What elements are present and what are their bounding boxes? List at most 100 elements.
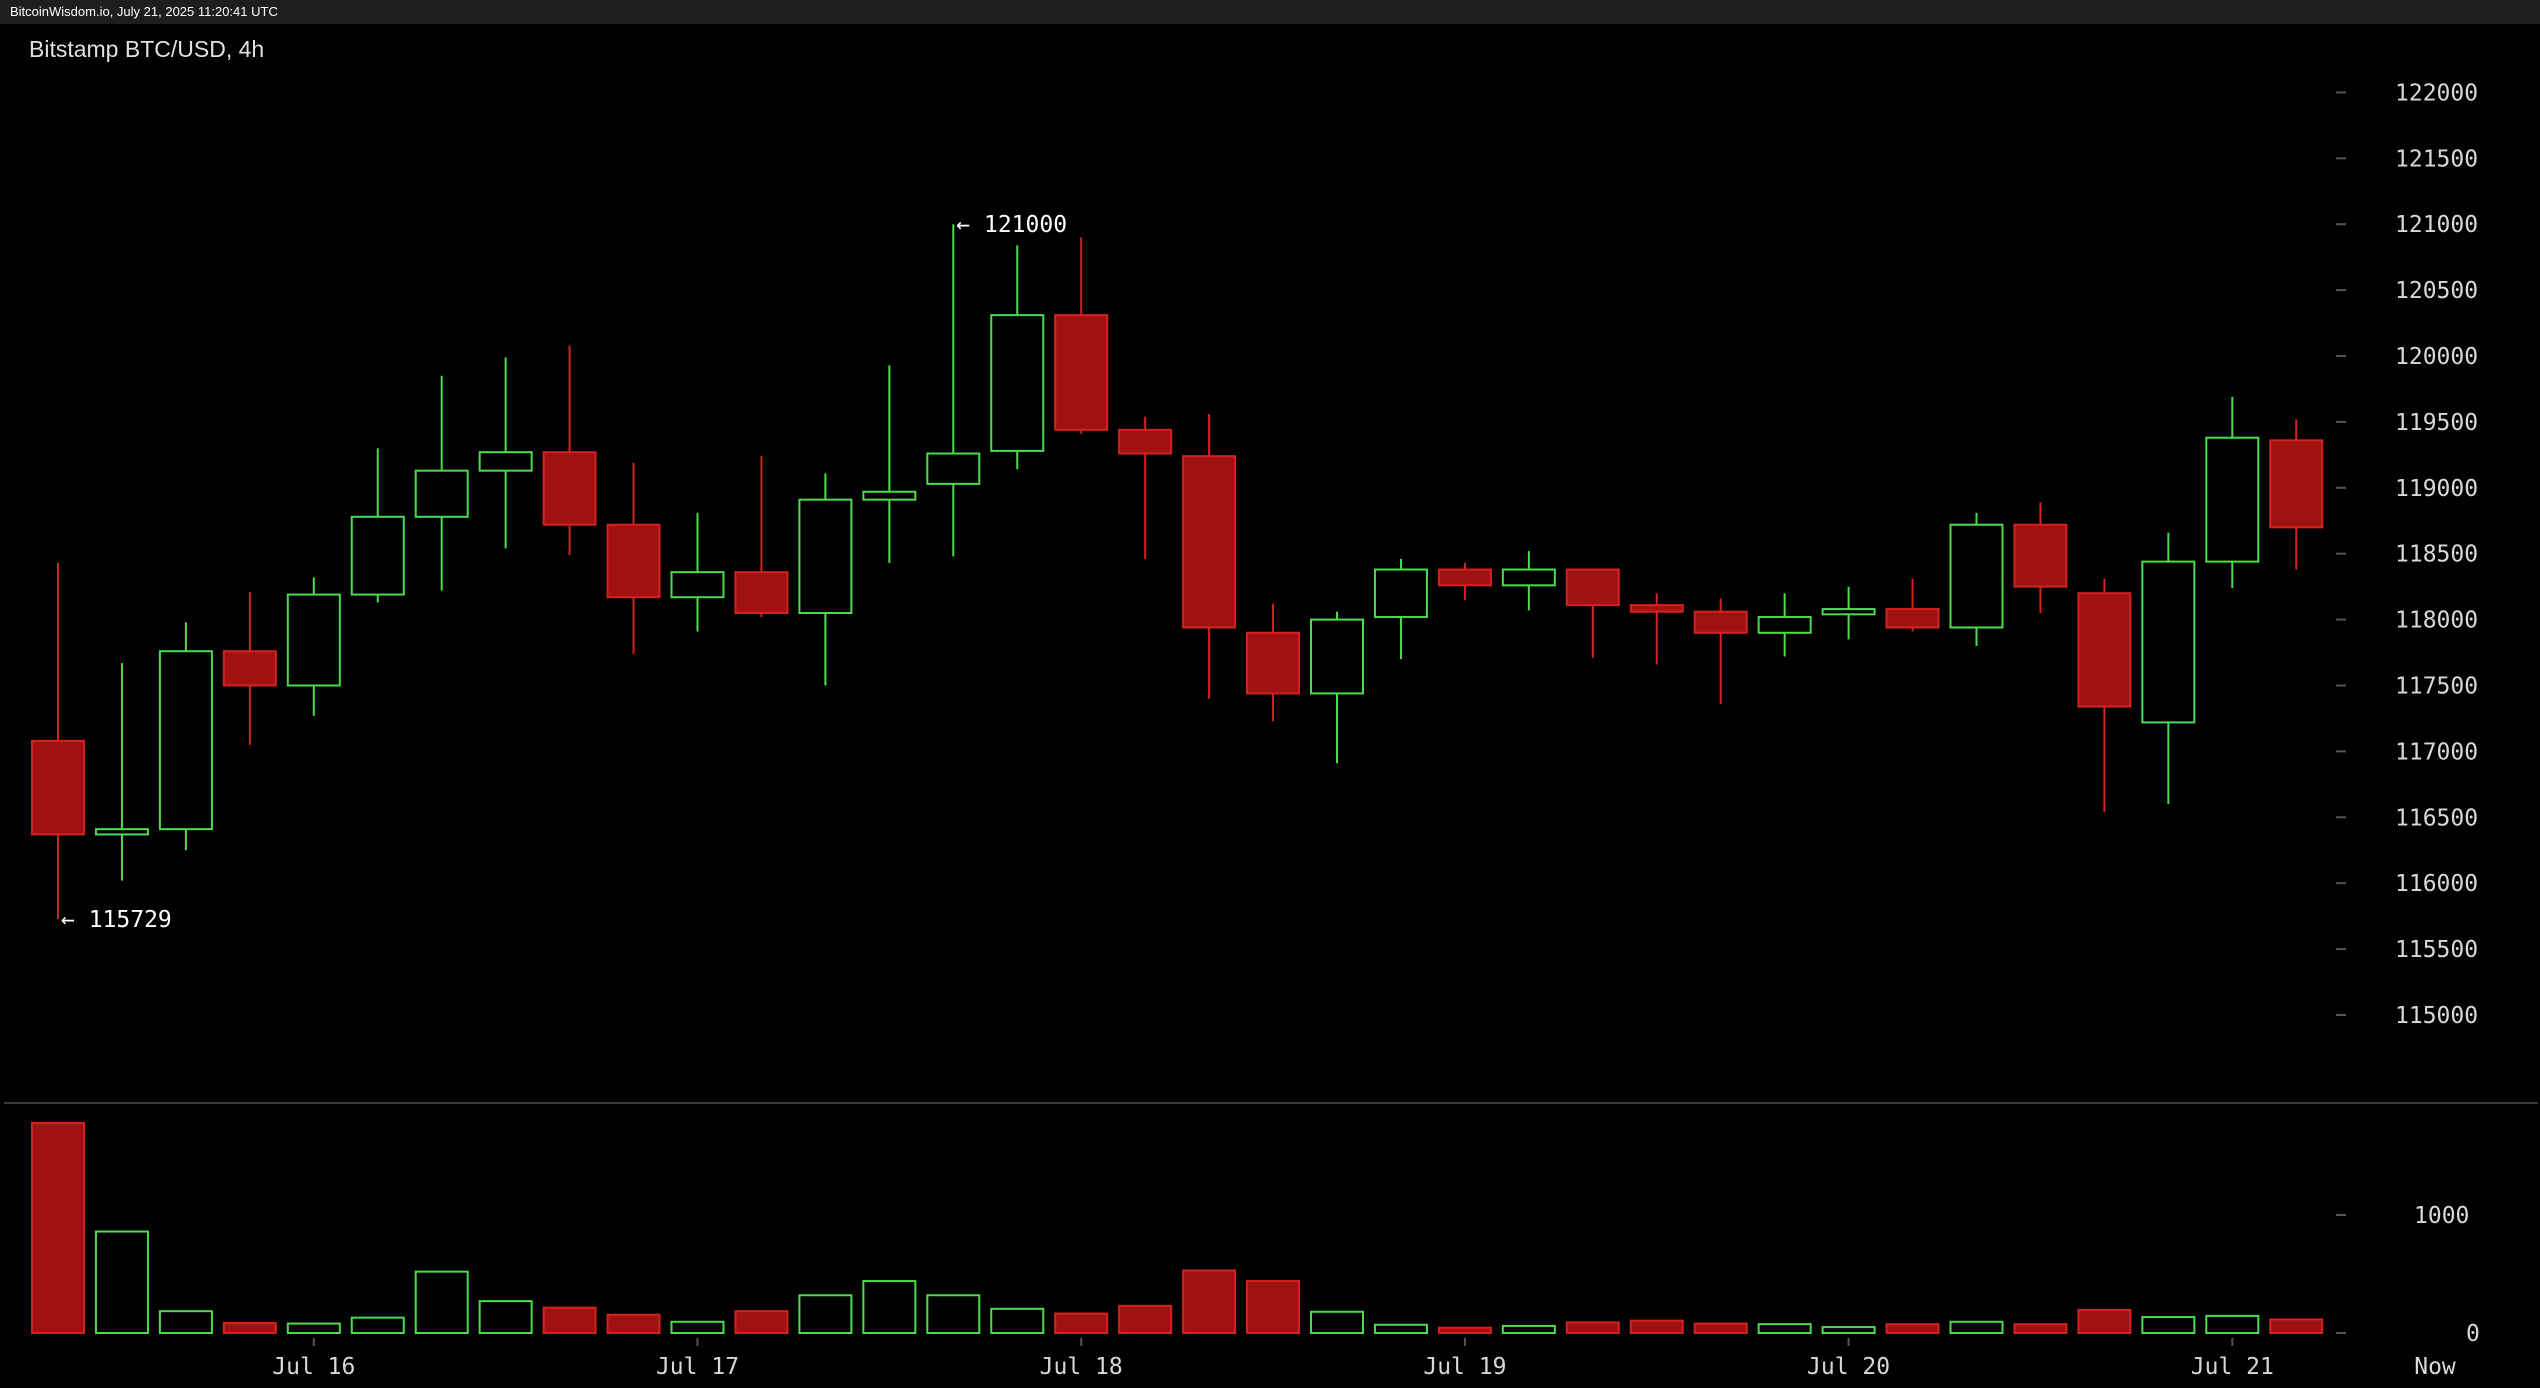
annotations-layer: ← 121000 ← 115729 (61, 212, 1067, 933)
volume-bar (2013, 1323, 2068, 1335)
candle-body-down (1629, 604, 1684, 613)
candle-body-down (222, 650, 277, 687)
candle-body-down (1118, 428, 1173, 455)
volume-bar (31, 1121, 85, 1334)
date-tick-label: Jul 21 (2191, 1354, 2274, 1380)
volume-bar (158, 1310, 213, 1335)
volume-bar (606, 1313, 661, 1334)
candle-body-up (1949, 523, 2004, 629)
candle (2077, 578, 2132, 813)
candle-body-up (862, 490, 917, 501)
candle (1437, 562, 1492, 600)
candle (286, 577, 341, 716)
volume-bar (1246, 1280, 1301, 1334)
candle (542, 345, 597, 556)
price-tick-label: 117000 (2395, 739, 2478, 765)
candle (1885, 578, 1940, 632)
price-axis: 115000 115500 116000 116500 117000 117500 1180… (2336, 80, 2478, 1029)
volume-bar (286, 1322, 341, 1335)
price-annotation: ← 115729 (61, 907, 172, 933)
candle (926, 224, 981, 557)
candle (1310, 611, 1364, 764)
date-tick-label: Jul 17 (656, 1354, 739, 1380)
price-tick-label: 122000 (2395, 80, 2478, 106)
price-tick-label: 121000 (2395, 212, 2478, 238)
candle-body-up (1310, 618, 1364, 695)
price-tick-label: 118500 (2395, 542, 2478, 568)
volume-bar (222, 1321, 277, 1334)
price-tick-label: 119000 (2395, 476, 2478, 502)
candle (1821, 586, 1876, 640)
candle-body-down (2077, 592, 2132, 708)
volume-tick-label: 1000 (2414, 1203, 2469, 1229)
candle-body-up (2205, 436, 2260, 563)
candle (2141, 532, 2196, 805)
volume-bar (798, 1294, 853, 1334)
candle (1373, 558, 1428, 660)
price-tick-label: 120500 (2395, 278, 2478, 304)
candle (990, 245, 1045, 470)
candle (734, 456, 789, 617)
volume-bar (542, 1306, 597, 1335)
candle-body-down (734, 571, 789, 615)
candle (1757, 593, 1812, 657)
candle (31, 562, 85, 919)
candle (2269, 419, 2324, 570)
volume-bar (94, 1230, 149, 1335)
candle (670, 512, 725, 632)
candle (94, 663, 149, 881)
volume-bar (1118, 1304, 1173, 1334)
candle-body-down (1182, 455, 1237, 629)
volume-bar (862, 1280, 917, 1334)
volume-bar (1949, 1320, 2004, 1335)
candle-body-up (94, 828, 149, 836)
volume-bar (734, 1310, 789, 1335)
candle (1246, 603, 1301, 722)
candle (350, 448, 405, 603)
price-tick-label: 119500 (2395, 410, 2478, 436)
candle-body-up (414, 469, 469, 518)
volume-bar (1373, 1323, 1428, 1334)
volume-tick-label: 0 (2466, 1321, 2480, 1347)
candle-body-up (2141, 560, 2196, 724)
candle (1629, 593, 1684, 665)
price-annotation: ← 121000 (956, 212, 1067, 238)
price-tick-label: 118000 (2395, 608, 2478, 634)
volume-bar (2141, 1316, 2196, 1334)
candle-body-down (1693, 610, 1748, 634)
candle (414, 375, 469, 591)
candle-body-down (606, 523, 661, 599)
volume-bar (1629, 1319, 1684, 1334)
volume-bar (414, 1270, 469, 1335)
date-tick-label: Jul 18 (1040, 1354, 1123, 1380)
candle-body-up (1757, 615, 1812, 634)
date-tick-label: Now (2414, 1354, 2456, 1380)
candle-body-down (31, 739, 85, 836)
volume-bar (2077, 1308, 2132, 1334)
top-status-bar: BitcoinWisdom.io, July 21, 2025 11:20:41… (0, 0, 2540, 24)
candle (862, 365, 917, 563)
candle (1054, 237, 1109, 434)
candle-body-up (926, 452, 981, 485)
price-tick-label: 115000 (2395, 1003, 2478, 1029)
date-tick-label: Jul 19 (1423, 1354, 1506, 1380)
price-tick-label: 121500 (2395, 146, 2478, 172)
candle-body-down (1885, 608, 1940, 629)
candle (478, 357, 533, 549)
volume-bar (1310, 1310, 1364, 1335)
volume-bar (670, 1320, 725, 1335)
volume-bar (1757, 1323, 1812, 1335)
chart-title: Bitstamp BTC/USD, 4h (29, 36, 265, 62)
volume-bar (1693, 1322, 1748, 1335)
candle (606, 462, 661, 654)
candle-body-down (1437, 568, 1492, 587)
volume-bar (990, 1307, 1045, 1335)
volume-axis: 0 1000 (2336, 1203, 2480, 1347)
candle (158, 622, 213, 851)
volume-bar (1501, 1324, 1556, 1335)
candle (1949, 512, 2004, 646)
candles-layer (31, 224, 2324, 919)
volume-bar (1182, 1269, 1237, 1334)
candle-body-up (1501, 568, 1556, 587)
candle (1565, 568, 1620, 658)
